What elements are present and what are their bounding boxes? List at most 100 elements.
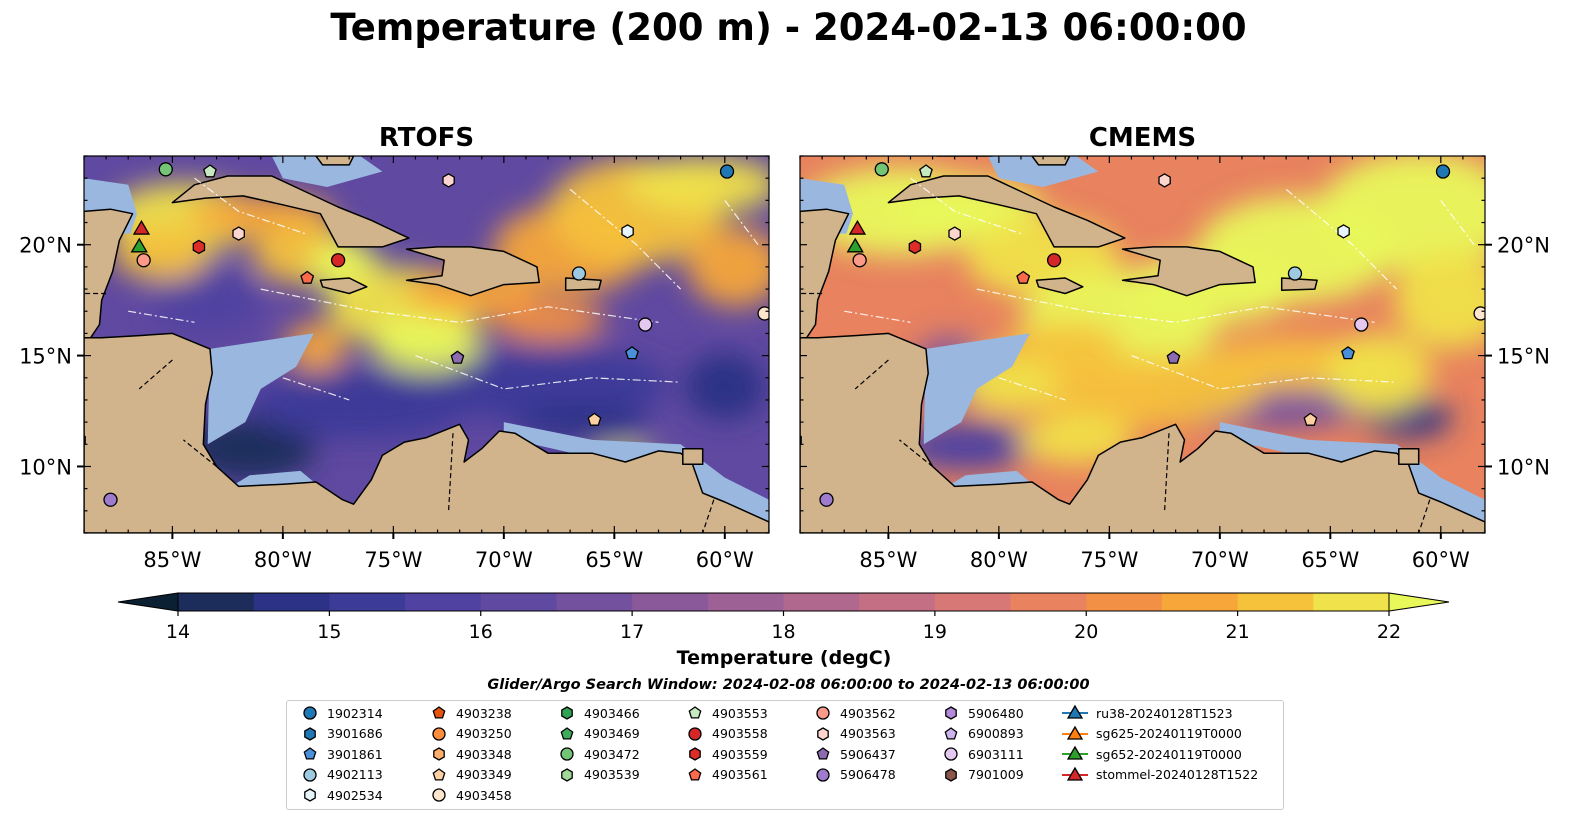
legend-marker <box>560 747 574 761</box>
legend-triangle-marker <box>1066 725 1084 740</box>
x-tick-label: 60°W <box>696 548 754 572</box>
colorbar-tick-label: 15 <box>317 621 341 643</box>
legend-label: 4903563 <box>840 726 896 741</box>
legend-label: 4903562 <box>840 705 896 721</box>
warm-region <box>687 226 769 307</box>
legend-label: 4902534 <box>327 787 383 803</box>
legend-label: 4903348 <box>456 746 512 762</box>
eez-boundary <box>194 177 306 235</box>
legend-entry: 5906437 <box>814 744 896 764</box>
legend-swatch-circle <box>944 747 958 761</box>
marker-5906478 <box>819 492 834 507</box>
marker-4903559 <box>192 239 206 255</box>
x-tick-label: 70°W <box>475 548 533 572</box>
colorbar-tick-label: 14 <box>166 621 190 643</box>
colorbar-segment <box>1237 593 1314 611</box>
map-panel-rtofs: 85°W 80°W 75°W 70°W 65°W 60°W 10°N 15°N 20°N RTOF… <box>19 123 770 572</box>
legend-entry: ru38-20240128T1523 <box>1062 703 1233 723</box>
landmass-bahamas <box>315 156 355 166</box>
legend-label: 4903539 <box>584 767 640 782</box>
legend-entry: 4903561 <box>686 765 768 785</box>
legend-entry: sg652-20240119T0000 <box>1062 744 1242 764</box>
legend-swatch-circle <box>303 767 317 782</box>
shelf-area-bahamasShelf <box>271 156 383 187</box>
legend-label: 5906478 <box>840 767 896 782</box>
cool-region <box>514 406 648 438</box>
colorbar-segment <box>934 593 1012 611</box>
y-tick-label: 10°N <box>19 455 72 479</box>
legend-entry: 4903250 <box>430 724 512 744</box>
warm-region <box>1319 156 1485 272</box>
marker-1902314 <box>719 164 735 179</box>
colorbar-segment <box>178 593 255 611</box>
eez-boundary <box>1285 188 1398 290</box>
eez-boundary <box>1131 355 1397 390</box>
colorbar-segment <box>405 593 482 611</box>
marker-4903563 <box>232 226 245 241</box>
eez-boundary <box>415 355 681 390</box>
y-tick-label: 20°N <box>1497 234 1550 258</box>
legend-triangle-marker <box>1066 745 1084 760</box>
x-tick-label: 65°W <box>1301 548 1359 572</box>
eez-boundary <box>724 200 759 246</box>
legend-label: stommel-20240128T1522 <box>1096 767 1259 782</box>
cool-region <box>150 266 261 334</box>
colorbar-tick-label: 18 <box>771 621 795 643</box>
eez-boundary <box>569 188 682 290</box>
legend-swatch-pentagon <box>303 747 317 760</box>
legend-entry: 4902534 <box>301 785 383 805</box>
legend-marker <box>303 747 317 760</box>
colorbar-segment <box>480 593 557 611</box>
eez-boundary <box>844 310 911 323</box>
legend-entry: 3901686 <box>301 724 383 744</box>
legend-label: sg652-20240119T0000 <box>1096 746 1242 762</box>
cool-region <box>249 368 471 440</box>
marker-1902314 <box>1435 164 1451 179</box>
landmass-central <box>800 332 1485 533</box>
marker-4903558 <box>330 253 346 268</box>
colorbar-tick-label: 17 <box>620 621 644 643</box>
legend-label: 4903472 <box>584 746 640 762</box>
legend-marker <box>816 747 830 760</box>
legend-marker <box>945 767 957 782</box>
legend-swatch-circle <box>816 767 830 782</box>
legend-entry: 4903472 <box>558 744 640 764</box>
marker-4903562 <box>852 253 867 268</box>
legend-marker <box>688 706 702 719</box>
legend-label: 4903559 <box>712 746 768 762</box>
legend-entry: 3901861 <box>301 744 383 764</box>
warm-region <box>625 156 769 214</box>
legend-entry: stommel-20240128T1522 <box>1062 765 1258 785</box>
colorbar: 14 15 16 17 18 19 20 21 22 Temperature (degC) <box>117 592 1450 669</box>
eez-boundary <box>998 377 1066 401</box>
landmass-florida <box>936 156 993 157</box>
legend-swatch-hexagon <box>304 726 316 741</box>
legend-entry: 4903458 <box>430 785 512 805</box>
legend-swatch-triangle-line <box>1062 725 1088 740</box>
legend-label: 6903111 <box>968 746 1024 762</box>
colorbar-tick-label: 21 <box>1226 621 1250 643</box>
legend-label: 4903349 <box>456 767 512 782</box>
legend-marker <box>561 706 573 720</box>
country-border <box>1418 499 1431 533</box>
legend-entry: 4903562 <box>814 703 896 723</box>
legend-swatch-hexagon <box>561 706 573 720</box>
marker-4903563 <box>1158 173 1171 188</box>
legend-label: 4903238 <box>456 705 512 721</box>
shelf-area-nicaragua <box>923 333 1030 445</box>
colorbar-tick-label: 20 <box>1074 621 1098 643</box>
x-tick-label: 75°W <box>364 548 422 572</box>
legend-marker <box>688 726 702 741</box>
legend-entry: 1902314 <box>301 703 383 723</box>
warm-region <box>1007 322 1123 367</box>
panel-body <box>800 156 1485 533</box>
eez-boundary <box>128 310 195 323</box>
landmass-trinidad <box>682 447 704 466</box>
legend-swatch-circle <box>432 788 446 802</box>
legend-swatch-hexagon <box>689 747 701 761</box>
marker-4903349 <box>587 412 602 426</box>
x-tick-label: 80°W <box>254 548 312 572</box>
legend-marker <box>303 767 317 782</box>
cool-region <box>426 346 670 423</box>
legend-marker <box>689 747 701 761</box>
